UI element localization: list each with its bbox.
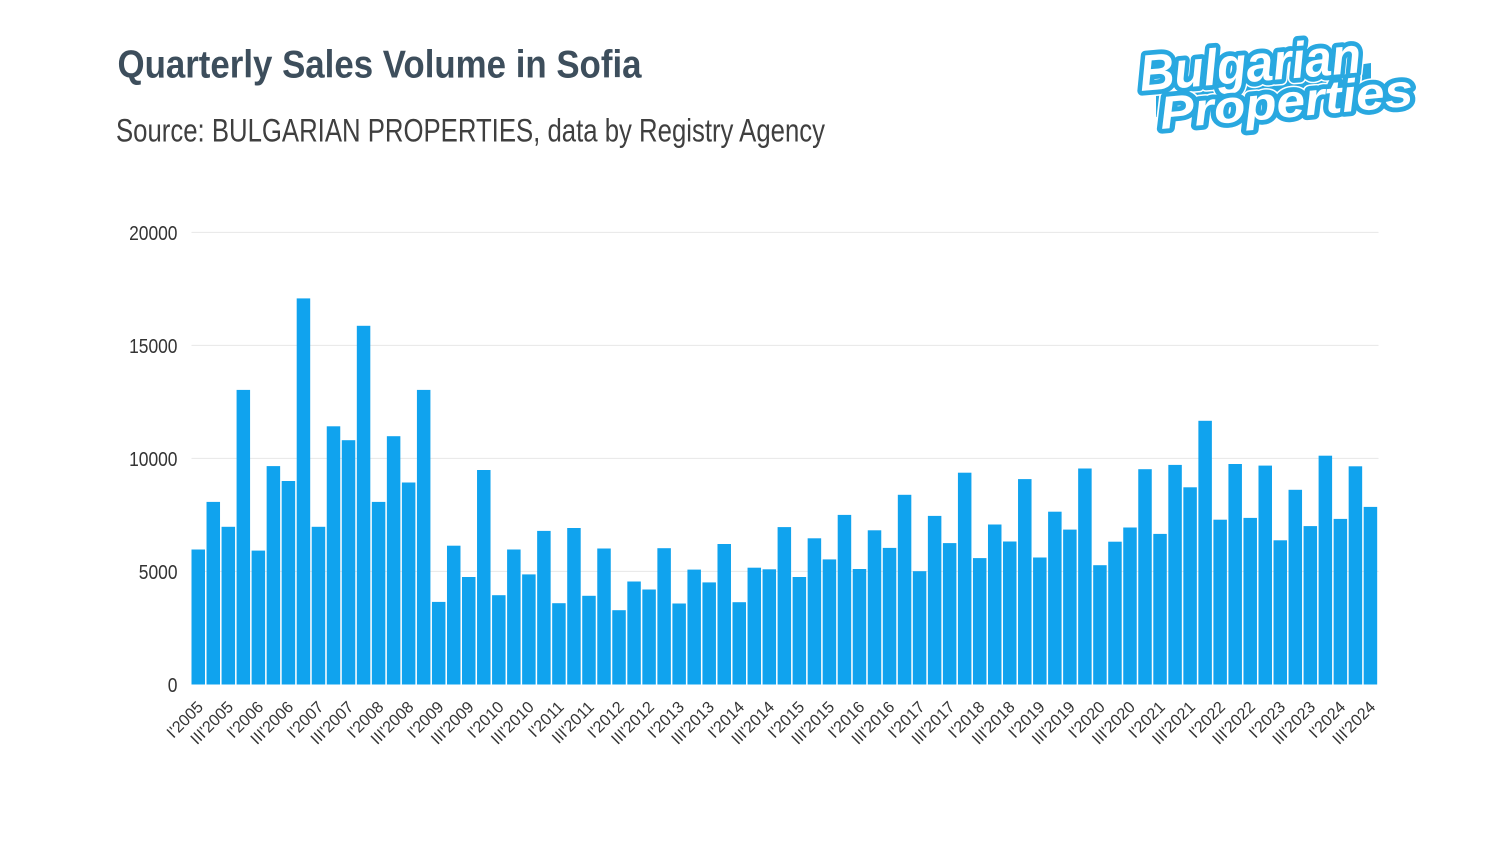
svg-text:20000: 20000 bbox=[129, 223, 177, 245]
svg-text:Bulgarian: Bulgarian bbox=[1137, 27, 1363, 102]
svg-text:Source: BULGARIAN PROPERTIES,: Source: BULGARIAN PROPERTIES, data by Re… bbox=[116, 113, 825, 149]
svg-text:15000: 15000 bbox=[129, 336, 177, 358]
svg-text:10000: 10000 bbox=[129, 449, 177, 471]
svg-text:Quarterly Sales Volume in Sofi: Quarterly Sales Volume in Sofia bbox=[118, 44, 643, 87]
svg-text:0: 0 bbox=[168, 675, 178, 697]
svg-text:5000: 5000 bbox=[139, 562, 178, 584]
